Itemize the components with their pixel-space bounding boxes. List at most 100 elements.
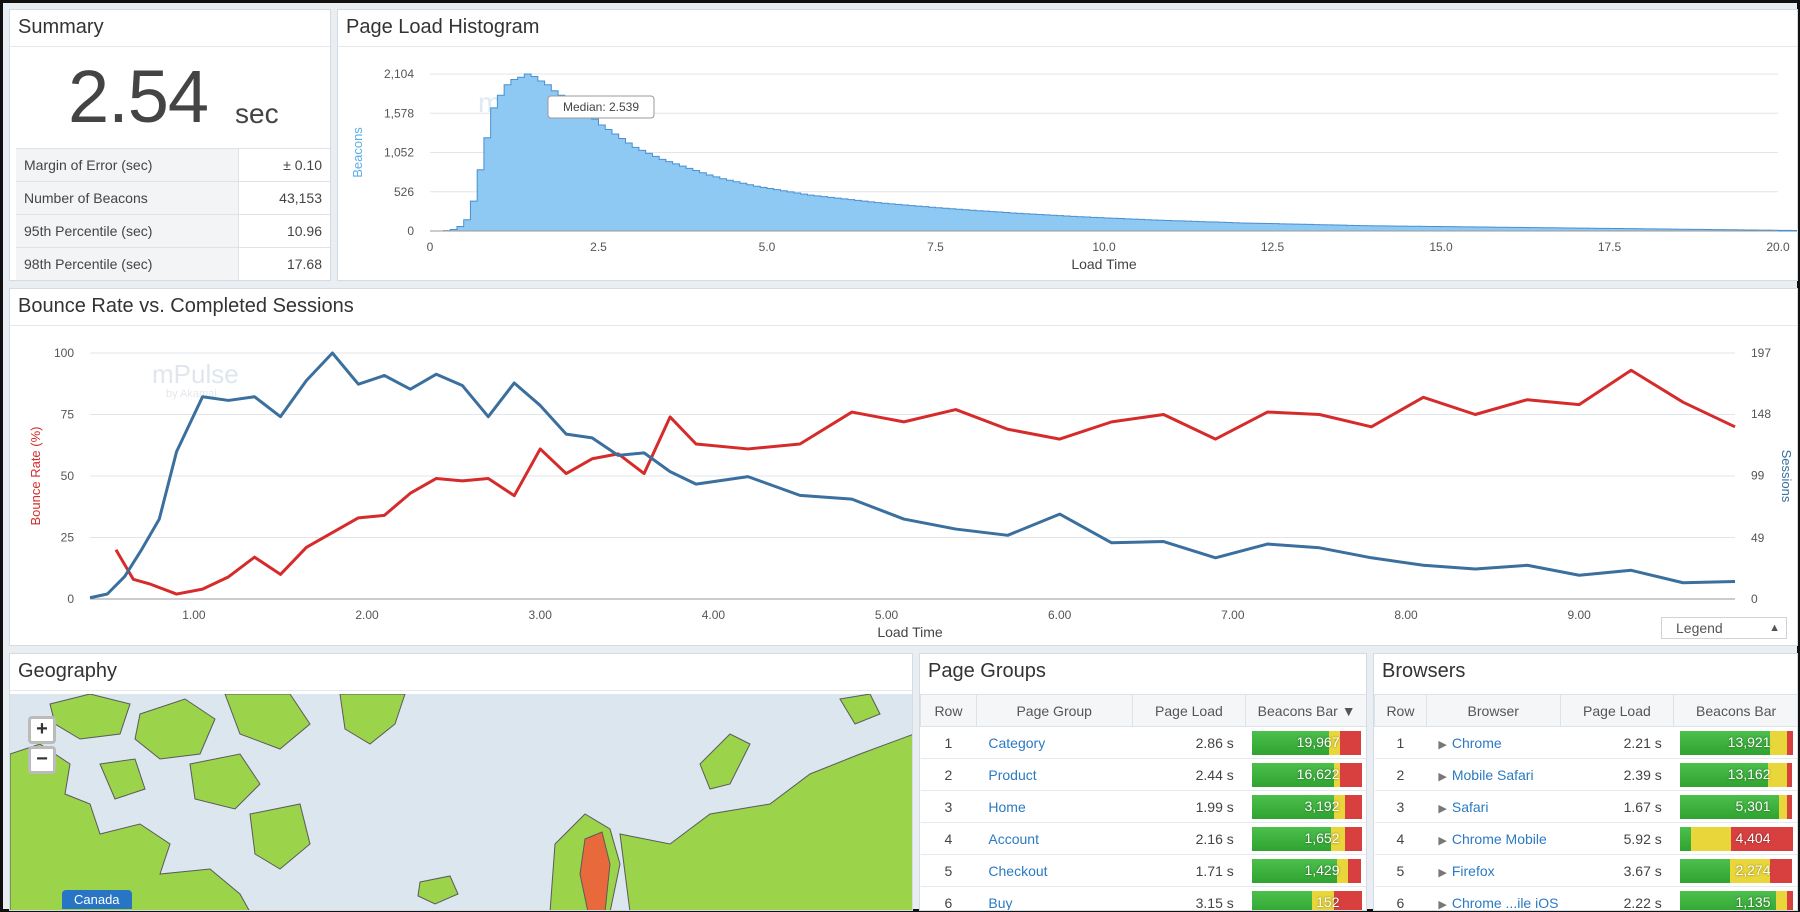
- x-tick-label: 8.00: [1394, 608, 1418, 622]
- beacons-bar-cell: 4,404: [1673, 822, 1797, 855]
- browsers-table: Row Browser Page Load Beacons Bar 1 ▶ Chr…: [1374, 694, 1797, 911]
- map-land-north-america[interactable]: [10, 694, 311, 911]
- table-row[interactable]: 6 Buy 3.15 s 152: [920, 886, 1366, 911]
- bounce-rate-line: [114, 368, 1736, 596]
- name-cell[interactable]: Product: [976, 758, 1133, 791]
- page-load-cell: 1.67 s: [1560, 790, 1674, 823]
- y-tick-label-left: 0: [67, 592, 74, 606]
- zoom-in-button[interactable]: +: [28, 716, 56, 744]
- name-cell[interactable]: ▶ Mobile Safari: [1426, 758, 1561, 791]
- expand-triangle-icon[interactable]: ▶: [1438, 834, 1447, 847]
- bar-bad: [1730, 826, 1793, 851]
- x-tick-label: 17.5: [1598, 240, 1622, 254]
- name-cell[interactable]: ▶ Chrome: [1426, 726, 1561, 759]
- row-link[interactable]: Account: [988, 830, 1039, 847]
- table-row[interactable]: 3 ▶ Safari 1.67 s 5,301: [1374, 790, 1797, 823]
- row-number: 1: [920, 726, 977, 759]
- name-cell[interactable]: Home: [976, 790, 1133, 823]
- column-header-page-group[interactable]: Page Group: [975, 694, 1133, 727]
- name-cell[interactable]: ▶ Safari: [1426, 790, 1561, 823]
- histogram-chart[interactable]: 0 526 1,052 1,578 2,104 0 2.5 5.0 7.5 10.0 12.5 15.…: [338, 10, 1798, 281]
- table-row[interactable]: 2 ▶ Mobile Safari 2.39 s 13,162: [1374, 758, 1797, 791]
- world-map[interactable]: [10, 694, 913, 911]
- region-label-canada[interactable]: Canada: [62, 890, 132, 909]
- name-cell[interactable]: Checkout: [976, 854, 1133, 887]
- beacons-bar: 1,135: [1679, 890, 1793, 910]
- name-cell[interactable]: ▶ Firefox: [1426, 854, 1561, 887]
- map-land-iceland[interactable]: [417, 875, 459, 905]
- row-link[interactable]: Home: [988, 798, 1026, 815]
- row-link[interactable]: Chrome Mobile: [1451, 830, 1547, 847]
- name-cell[interactable]: Account: [976, 822, 1133, 855]
- x-tick-label: 5.00: [875, 608, 899, 622]
- table-row[interactable]: 1 ▶ Chrome 2.21 s 13,921: [1374, 726, 1797, 759]
- row-link[interactable]: Safari: [1451, 798, 1489, 815]
- x-tick-label: 3.00: [529, 608, 553, 622]
- beacons-bar: 152: [1251, 890, 1362, 910]
- row-link[interactable]: Firefox: [1451, 862, 1495, 879]
- expand-triangle-icon[interactable]: ▶: [1438, 898, 1447, 911]
- zoom-out-button[interactable]: −: [28, 746, 56, 774]
- map-land-scandinavia[interactable]: [549, 813, 621, 911]
- y-tick-label: 2,104: [384, 67, 414, 81]
- stat-value: ± 0.10: [238, 148, 330, 182]
- column-header-browser[interactable]: Browser: [1425, 694, 1561, 727]
- table-row[interactable]: 2 Product 2.44 s 16,622: [920, 758, 1366, 791]
- row-link[interactable]: Chrome: [1451, 734, 1502, 751]
- expand-triangle-icon[interactable]: ▶: [1438, 770, 1447, 783]
- column-header-row[interactable]: Row: [1374, 694, 1427, 727]
- column-header-beacons-bar[interactable]: Beacons Bar ▼: [1245, 694, 1366, 727]
- row-link[interactable]: Product: [988, 766, 1037, 783]
- bar-warn: [1767, 762, 1787, 787]
- column-header-page-load[interactable]: Page Load: [1131, 694, 1247, 727]
- expand-triangle-icon[interactable]: ▶: [1438, 866, 1447, 879]
- beacons-bar-cell: 3,192: [1245, 790, 1366, 823]
- y-tick-label-left: 75: [61, 408, 75, 422]
- page-groups-table: Row Page Group Page Load Beacons Bar ▼ 1…: [920, 694, 1366, 911]
- table-row[interactable]: 5 ▶ Firefox 3.67 s 2,274: [1374, 854, 1797, 887]
- bar-warn: [1334, 794, 1346, 819]
- y-tick-label: 1,052: [384, 146, 414, 160]
- table-row[interactable]: 4 Account 2.16 s 1,652: [920, 822, 1366, 855]
- column-header-row[interactable]: Row: [920, 694, 977, 727]
- row-link[interactable]: Checkout: [988, 862, 1048, 879]
- row-link[interactable]: Buy: [988, 894, 1013, 911]
- bounce-chart[interactable]: 0 25 50 75 100 0 49 99 148 197 1.00 2.00 3.00 4.00 5.0…: [10, 289, 1798, 646]
- column-header-page-load[interactable]: Page Load: [1559, 694, 1675, 727]
- sort-desc-icon: ▼: [1341, 702, 1356, 719]
- expand-triangle-icon[interactable]: ▶: [1438, 738, 1447, 751]
- expand-triangle-icon[interactable]: ▶: [1438, 802, 1447, 815]
- table-row[interactable]: 3 Home 1.99 s 3,192: [920, 790, 1366, 823]
- bar-warn: [1337, 858, 1349, 883]
- row-number: 1: [1374, 726, 1427, 759]
- bar-bad: [1769, 858, 1793, 883]
- table-row[interactable]: 5 Checkout 1.71 s 1,429: [920, 854, 1366, 887]
- row-link[interactable]: Category: [988, 734, 1046, 751]
- table-row[interactable]: 6 ▶ Chrome ...ile iOS 2.22 s 1,135: [1374, 886, 1797, 911]
- map-land-russia[interactable]: [619, 694, 913, 911]
- legend-button-label: Legend: [1676, 620, 1723, 636]
- name-cell[interactable]: ▶ Chrome ...ile iOS: [1426, 886, 1561, 911]
- beacons-bar-cell: 1,429: [1245, 854, 1366, 887]
- bar-good: [1251, 794, 1335, 819]
- column-header-beacons-bar[interactable]: Beacons Bar: [1673, 694, 1797, 727]
- legend-button[interactable]: Legend ▲: [1661, 617, 1787, 639]
- bar-good: [1251, 762, 1335, 787]
- name-cell[interactable]: Buy: [976, 886, 1133, 911]
- name-cell[interactable]: Category: [976, 726, 1133, 759]
- x-tick-label: 5.0: [759, 240, 776, 254]
- row-number: 3: [920, 790, 977, 823]
- row-number: 4: [920, 822, 977, 855]
- table-row[interactable]: 1 Category 2.86 s 19,967: [920, 726, 1366, 759]
- y-tick-label-right: 197: [1751, 346, 1771, 360]
- map-land-greenland[interactable]: [339, 694, 406, 745]
- row-number: 2: [1374, 758, 1427, 791]
- name-cell[interactable]: ▶ Chrome Mobile: [1426, 822, 1561, 855]
- bar-good: [1679, 858, 1731, 883]
- row-link[interactable]: Mobile Safari: [1451, 766, 1534, 783]
- stat-value: 17.68: [238, 247, 330, 280]
- table-row[interactable]: 4 ▶ Chrome Mobile 5.92 s 4,404: [1374, 822, 1797, 855]
- row-link[interactable]: Chrome ...ile iOS: [1451, 894, 1559, 911]
- histogram-area: [430, 73, 1797, 232]
- beacons-bar-cell: 16,622: [1245, 758, 1366, 791]
